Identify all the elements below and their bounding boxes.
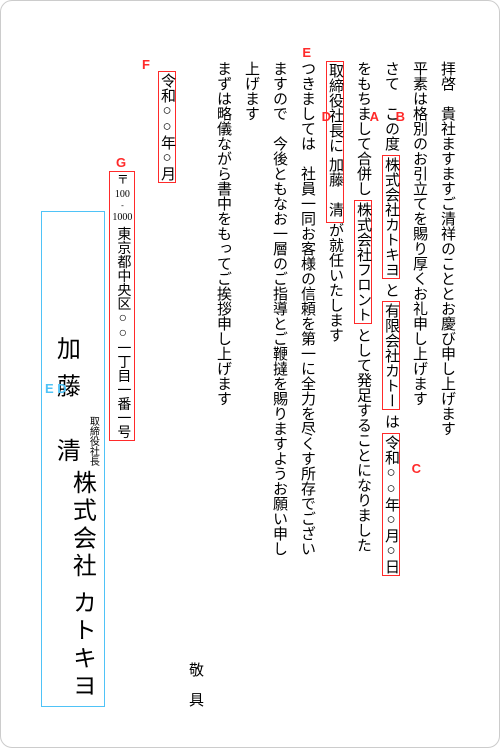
address-text: 東京都中央区○○一丁目一番一号 <box>115 227 130 439</box>
company-3-highlight: 株式会社フロント <box>354 200 372 324</box>
postal-dash: - <box>121 204 124 209</box>
label-b: B <box>396 109 405 124</box>
line5-a: 取締役社長に <box>327 63 343 153</box>
company-2-highlight: 有限会社カトー <box>382 301 400 410</box>
line3-pre: さて この度 <box>383 61 399 151</box>
sig-company: 株式会社 カトキヨ <box>46 470 100 700</box>
date-highlight: 令和○○年○月○日 <box>382 433 400 576</box>
line-9: まずは略儀ながら書中をもってご挨拶申し上げます <box>211 61 235 707</box>
date-f-highlight: 令和○○年○月 <box>158 71 176 183</box>
address-highlight: 〒 100 - 1000 東京都中央区○○一丁目一番一号 <box>109 171 135 441</box>
line4-a: をもちまして合併し <box>355 61 371 196</box>
keigu: 敬 具 <box>183 662 207 707</box>
line4-b: として発足することになりました <box>355 328 371 553</box>
president-highlight: 取締役社長に 加藤 清 <box>326 61 344 223</box>
line-1: 拝啓 貴社ますますご清祥のこととお慶び申し上げます <box>435 61 459 707</box>
line5-name: 加藤 清 <box>327 157 343 217</box>
date-f-col: 令和○○年○月 <box>155 61 179 707</box>
signature-highlight: 株式会社 カトキヨ 取締役社長 加 藤 清 <box>41 211 105 707</box>
line5-b: が就任いたします <box>327 223 343 343</box>
label-d: D <box>322 109 331 124</box>
label-a: A <box>370 109 379 124</box>
postal-upper: 100 <box>115 189 130 200</box>
keigu-col: 敬 具 <box>183 61 207 707</box>
spacer <box>139 61 151 707</box>
line-5: 取締役社長に 加藤 清 が就任いたします <box>323 61 347 707</box>
line3-ha: は <box>383 414 399 429</box>
label-c: C <box>412 461 421 476</box>
company-1-highlight: 株式会社カトキヨ <box>382 155 400 279</box>
postal-lower: 1000 <box>112 212 132 223</box>
line-7: ますので 今後ともなお一層のご指導とご鞭撻を賜りますようお願い申し <box>267 61 291 707</box>
line-2: 平素は格別のお引立てを賜り厚くお礼申し上げます <box>407 61 431 707</box>
label-f: F <box>142 57 150 72</box>
sig-name: 加 藤 清 <box>46 336 84 466</box>
line-8: 上げます <box>239 61 263 707</box>
label-e: E <box>302 45 311 60</box>
line-4: をもちまして合併し 株式会社フロント として発足することになりました <box>351 61 375 707</box>
sig-title: 取締役社長 <box>84 416 100 466</box>
label-ed: E D <box>45 381 67 396</box>
postal-mark: 〒 <box>115 173 129 185</box>
letter-body: 拝啓 貴社ますますご清祥のこととお慶び申し上げます 平素は格別のお引立てを賜り厚… <box>41 61 459 707</box>
line-6: つきましては 社員一同お客様の信頼を第一に全力を尽くす所存でござい <box>295 61 319 707</box>
label-g: G <box>116 155 126 170</box>
line3-to: と <box>383 283 399 298</box>
line-3: さて この度 株式会社カトキヨ と 有限会社カトー は 令和○○年○月○日 <box>379 61 403 707</box>
